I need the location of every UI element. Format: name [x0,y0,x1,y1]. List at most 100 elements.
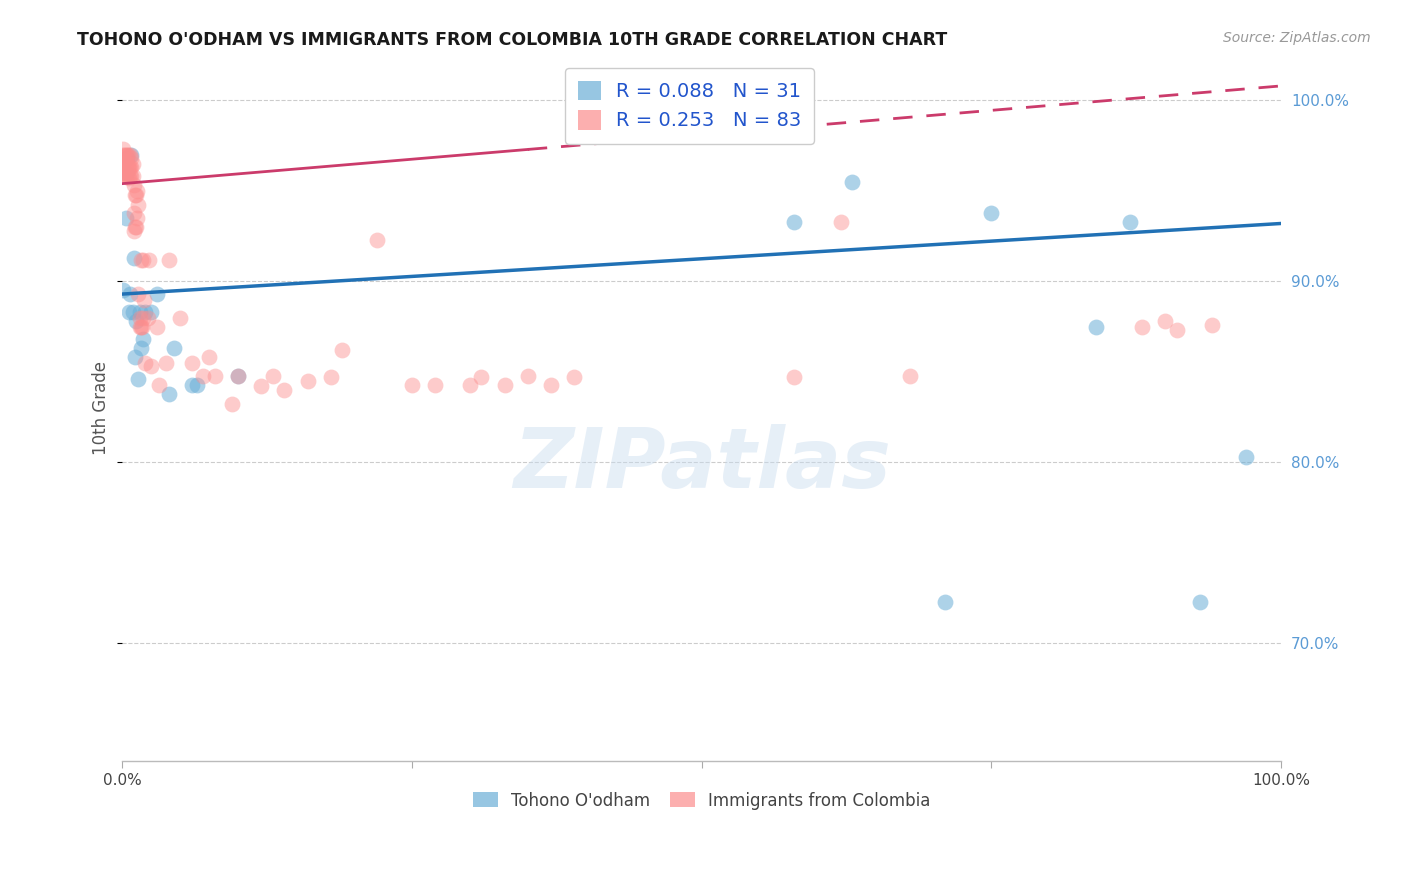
Point [114,166,136,180]
Point [121,305,143,319]
Point [115,169,138,184]
Point [128,305,150,319]
Point [273,383,295,397]
Point [830,215,852,229]
Point [401,377,423,392]
Point [134,305,156,319]
Point [120,147,142,161]
Point [115,151,138,165]
Point [131,319,153,334]
Point [117,169,139,184]
Point [127,287,149,301]
Point [146,319,169,334]
Point [157,386,180,401]
Text: ZIPatlas: ZIPatlas [513,424,890,505]
Point [117,161,139,175]
Point [132,310,155,325]
Point [366,233,388,247]
Point [136,310,159,325]
Point [330,343,353,358]
Point [120,161,142,175]
Point [139,359,162,374]
Point [112,147,135,161]
Point [204,368,226,383]
Legend: Tohono O'odham, Immigrants from Colombia: Tohono O'odham, Immigrants from Colombia [465,785,938,816]
Point [121,169,143,184]
Point [120,147,142,161]
Point [148,377,170,392]
Point [115,161,138,175]
Point [114,157,136,171]
Point [120,161,142,175]
Point [124,187,146,202]
Point [1166,323,1188,337]
Point [129,319,152,334]
Point [180,356,202,370]
Point [157,252,180,267]
Point [139,305,162,319]
Point [114,147,136,161]
Point [118,171,141,186]
Point [125,314,148,328]
Point [186,377,208,392]
Point [562,370,585,384]
Point [114,211,136,225]
Point [117,161,139,175]
Point [226,368,249,383]
Point [114,166,136,180]
Point [1201,318,1223,332]
Point [114,147,136,161]
Point [494,377,516,392]
Point [516,368,538,383]
Point [132,252,155,267]
Point [122,224,145,238]
Point [120,287,142,301]
Point [122,251,145,265]
Point [114,161,136,175]
Text: Source: ZipAtlas.com: Source: ZipAtlas.com [1223,31,1371,45]
Point [127,184,149,198]
Point [120,169,142,184]
Point [934,595,956,609]
Point [115,147,138,161]
Point [129,252,152,267]
Point [112,142,135,156]
Point [1188,595,1211,609]
Point [1154,314,1177,328]
Point [127,198,149,212]
Point [180,377,202,392]
Point [127,211,149,225]
Point [540,377,562,392]
Point [146,287,169,301]
Point [125,187,148,202]
Point [138,252,160,267]
Point [128,310,150,325]
Point [458,377,481,392]
Point [226,368,249,383]
Y-axis label: 10th Grade: 10th Grade [93,361,110,455]
Point [112,284,135,298]
Point [124,351,146,365]
Point [124,220,146,235]
Point [120,151,142,165]
Point [783,215,806,229]
Point [1119,215,1142,229]
Point [122,205,145,219]
Point [122,178,145,193]
Point [117,147,139,161]
Point [112,161,135,175]
Point [841,175,863,189]
Point [250,379,273,393]
Point [125,220,148,235]
Point [1130,319,1153,334]
Point [898,368,921,383]
Point [980,205,1002,219]
Point [319,370,342,384]
Point [198,351,221,365]
Point [118,161,141,175]
Point [169,310,191,325]
Point [1084,319,1107,334]
Point [127,372,149,386]
Point [128,319,150,334]
Point [114,169,136,184]
